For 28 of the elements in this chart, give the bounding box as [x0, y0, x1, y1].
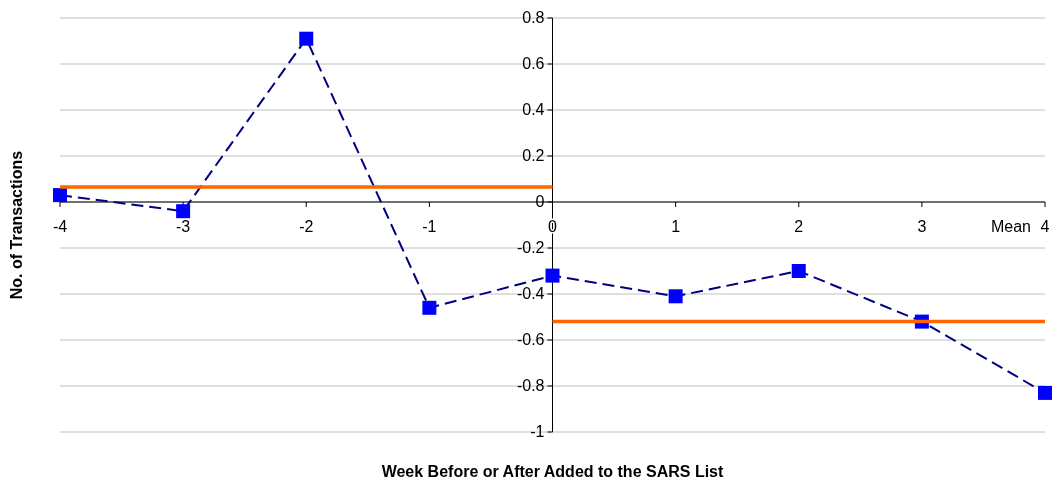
x-tick-label: 3	[917, 218, 927, 235]
x-axis-title: Week Before or After Added to the SARS List	[381, 463, 725, 480]
y-tick-label: 0.2	[522, 147, 545, 164]
y-tick-label: -0.4	[516, 285, 545, 302]
x-tick-label: -3	[176, 218, 191, 235]
point	[299, 31, 314, 46]
point	[176, 204, 191, 219]
y-tick-label: -0.2	[516, 239, 545, 256]
x-tick-label: 4	[1040, 218, 1050, 235]
point	[668, 289, 683, 304]
x-tick-label: -4	[52, 218, 68, 235]
x-tick-label: 2	[794, 218, 804, 235]
y-tick-label: 0.8	[522, 9, 545, 26]
point	[53, 188, 67, 203]
y-tick-label: -0.8	[516, 377, 545, 394]
y-axis-title: No. of Transactions	[8, 150, 25, 300]
point	[791, 264, 806, 278]
point	[422, 300, 437, 315]
x-tick-label: 1	[671, 218, 681, 235]
y-tick-label: 0.4	[522, 101, 545, 118]
y-tick-label: -0.6	[516, 331, 545, 348]
annotation: Mean	[990, 218, 1031, 235]
x-tick-label: -1	[422, 218, 437, 235]
y-tick-label: 0.6	[522, 55, 545, 72]
point	[545, 268, 560, 283]
y-tick-label: -1	[530, 423, 545, 440]
x-tick-label: -2	[299, 218, 314, 235]
point	[1038, 385, 1052, 400]
